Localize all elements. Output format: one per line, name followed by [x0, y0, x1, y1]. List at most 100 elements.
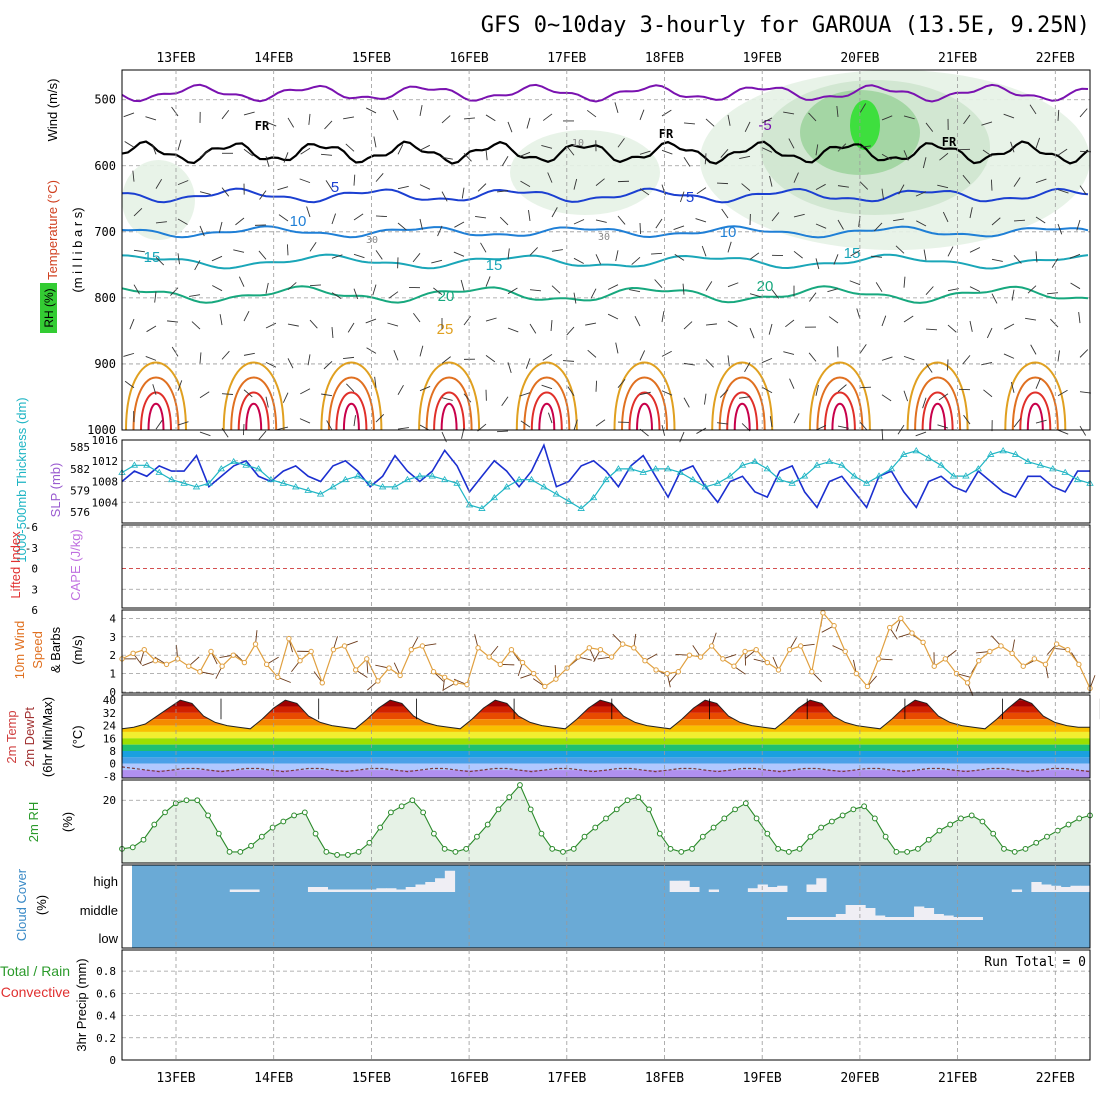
wind-barb — [243, 352, 255, 356]
wind-barb — [969, 207, 973, 219]
rh2m-point — [915, 845, 921, 852]
wind-barb — [520, 180, 531, 188]
cloud-high-bar — [777, 885, 788, 892]
rh-contour-label: 30 — [366, 235, 378, 246]
rh2m-point — [667, 845, 674, 852]
wind-barb — [265, 361, 277, 368]
wind-barb — [986, 327, 993, 339]
isotherm-label: 15 — [844, 245, 861, 262]
wind-barb — [833, 254, 839, 265]
thickness-marker — [1011, 450, 1020, 457]
near-surface-isotherm — [621, 376, 668, 431]
wind10m-unit: (m/s) — [70, 635, 85, 665]
cloud-high-bar — [239, 889, 250, 892]
panel-frame-rh — [121, 779, 1091, 864]
wind-barb — [300, 388, 311, 395]
rh2m-point — [495, 806, 502, 813]
wind-barb — [982, 149, 993, 157]
wind-tick-label: 0 — [109, 686, 116, 699]
wind-barb — [374, 376, 377, 388]
precip-panel: 0.8 0.6 0.4 0.2 0 — [96, 965, 1090, 1067]
wind-barb — [937, 184, 949, 189]
wind-barb — [1079, 185, 1087, 195]
cloud-cover-panel: high middle low — [80, 865, 1091, 948]
wind-barb — [265, 156, 270, 167]
rh2m-point — [753, 815, 760, 822]
wind-barb — [343, 356, 355, 359]
wind-barb — [875, 282, 883, 292]
wind-barb — [1047, 292, 1059, 295]
rh2m-point — [151, 821, 158, 828]
wind-barb — [679, 431, 685, 443]
temp-band — [122, 700, 1090, 707]
rh-shading — [510, 130, 660, 215]
wind-barb — [983, 389, 993, 398]
wind-barb — [238, 276, 245, 287]
wind-barb — [221, 350, 230, 360]
date-label-bottom: 21FEB — [938, 1071, 977, 1086]
wind-barb — [1013, 219, 1026, 222]
rh2m-point — [431, 830, 437, 837]
wind-barb — [541, 145, 553, 149]
wind-barb — [353, 415, 356, 427]
wind-barb — [566, 146, 575, 156]
wind-barb — [146, 325, 157, 333]
wind-barb — [595, 178, 605, 186]
date-label-top: 19FEB — [743, 51, 782, 66]
cloud-middle-bar — [786, 917, 798, 920]
temp-tick-label: 8 — [109, 745, 116, 758]
precip-tick-label: 0.2 — [96, 1032, 116, 1045]
wind-barb — [741, 183, 751, 191]
wind-barb — [233, 249, 245, 253]
cloud-high-bar — [356, 889, 368, 892]
thickness-marker — [589, 493, 598, 501]
wind-barb — [397, 384, 404, 395]
wind-barb — [809, 292, 817, 302]
cloud-middle-bar — [884, 917, 895, 920]
wind-barb — [969, 320, 973, 332]
wind-barb — [353, 213, 364, 221]
wind-barb — [788, 138, 795, 149]
wind-barb — [567, 386, 575, 396]
wind-barb — [309, 319, 318, 329]
pressure-tick-label: 600 — [94, 159, 116, 173]
rh2m-point — [785, 848, 792, 855]
thickness-marker — [565, 497, 573, 504]
wind10m-point — [475, 645, 481, 651]
thickness-marker — [391, 483, 399, 490]
li-tick-label: 6 — [31, 604, 38, 617]
wind-barb — [507, 362, 512, 374]
wind10m-point — [764, 659, 771, 666]
rh2m-point — [312, 830, 319, 837]
near-surface-isotherm — [237, 391, 270, 431]
wind10m-point — [219, 663, 225, 669]
rh2m-point — [527, 806, 534, 813]
temp-band — [122, 719, 1090, 726]
wind-barb — [679, 191, 685, 203]
pressure-tick-label: 900 — [94, 357, 116, 371]
wind-barb — [441, 156, 453, 160]
wind-barb — [859, 344, 867, 354]
wind-barb — [1057, 429, 1069, 435]
wind-barb — [808, 112, 817, 122]
wind-barb — [299, 178, 311, 184]
thickness-marker — [378, 483, 387, 490]
rh2m-point — [269, 824, 276, 831]
rh2m-point — [904, 848, 911, 855]
rh2m-point — [968, 812, 975, 819]
wind-barb — [859, 103, 867, 114]
wind-barb — [683, 321, 693, 330]
wind-barb — [477, 183, 487, 192]
wind-barb — [639, 188, 650, 196]
wind-barb — [278, 214, 289, 222]
temp-band — [122, 725, 1090, 732]
wind-barb — [837, 425, 849, 429]
rh2m-point — [893, 848, 900, 855]
wind-barb — [496, 430, 509, 433]
wind-barb — [265, 396, 269, 408]
wind-barb — [1057, 350, 1060, 362]
wind-barb — [661, 149, 673, 155]
wind-barb — [1079, 150, 1092, 153]
near-surface-isotherm — [914, 376, 962, 431]
